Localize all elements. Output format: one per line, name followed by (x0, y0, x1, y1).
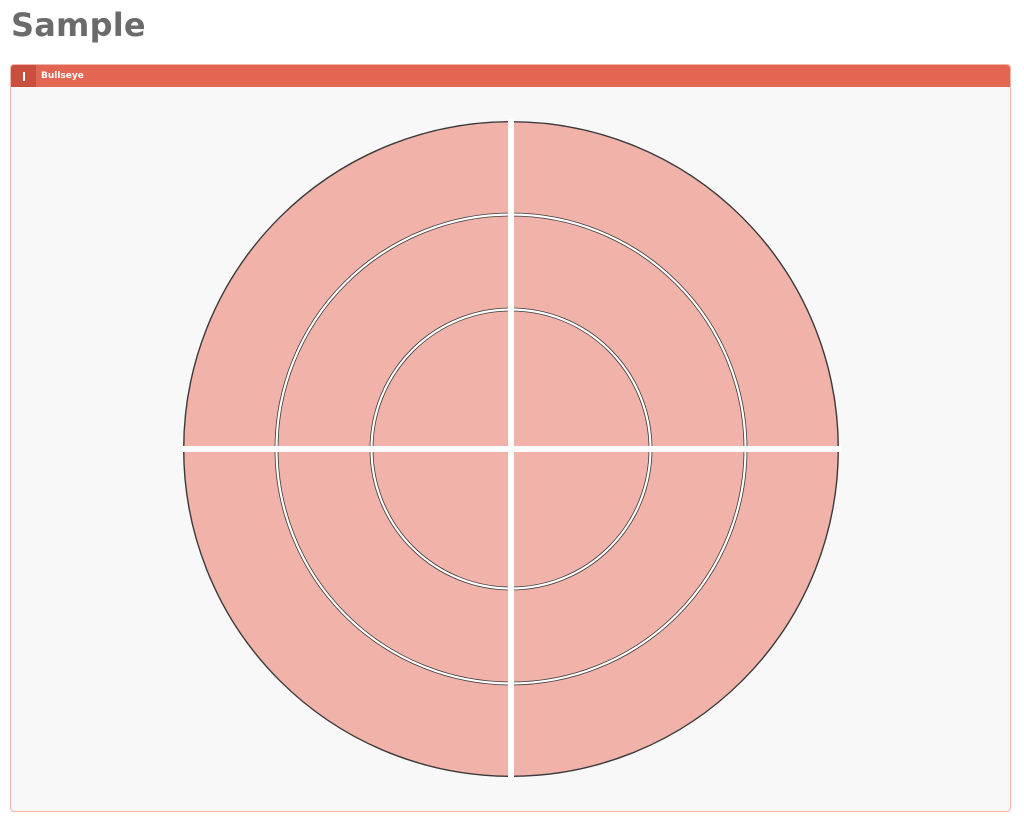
bullseye-dividers (181, 119, 841, 779)
segment-outer-bottom-left[interactable] (183, 448, 512, 777)
drag-handle-bar (22, 71, 25, 81)
segment-middle-bottom-right[interactable] (510, 448, 745, 683)
panel-title: Bullseye (41, 71, 84, 81)
bullseye-segments (183, 121, 839, 777)
panel-header[interactable]: Bullseye (11, 65, 1010, 87)
segment-middle-top-right[interactable] (510, 215, 745, 450)
segment-outer-top-left[interactable] (183, 121, 512, 450)
page-title: Sample (11, 6, 146, 44)
segment-inner-bottom-left[interactable] (372, 448, 512, 588)
segment-inner-bottom-right[interactable] (510, 448, 650, 588)
horizontal-divider (181, 446, 841, 452)
segment-inner-top-left[interactable] (372, 310, 512, 450)
segment-middle-top-left[interactable] (277, 215, 512, 450)
drag-handle-icon[interactable] (11, 65, 36, 87)
segment-outer-bottom-right[interactable] (510, 448, 839, 777)
segment-inner-top-right[interactable] (510, 310, 650, 450)
bullseye-diagram (181, 119, 841, 779)
segment-outer-top-right[interactable] (510, 121, 839, 450)
bullseye-panel: Bullseye (10, 64, 1011, 812)
segment-middle-bottom-left[interactable] (277, 448, 512, 683)
